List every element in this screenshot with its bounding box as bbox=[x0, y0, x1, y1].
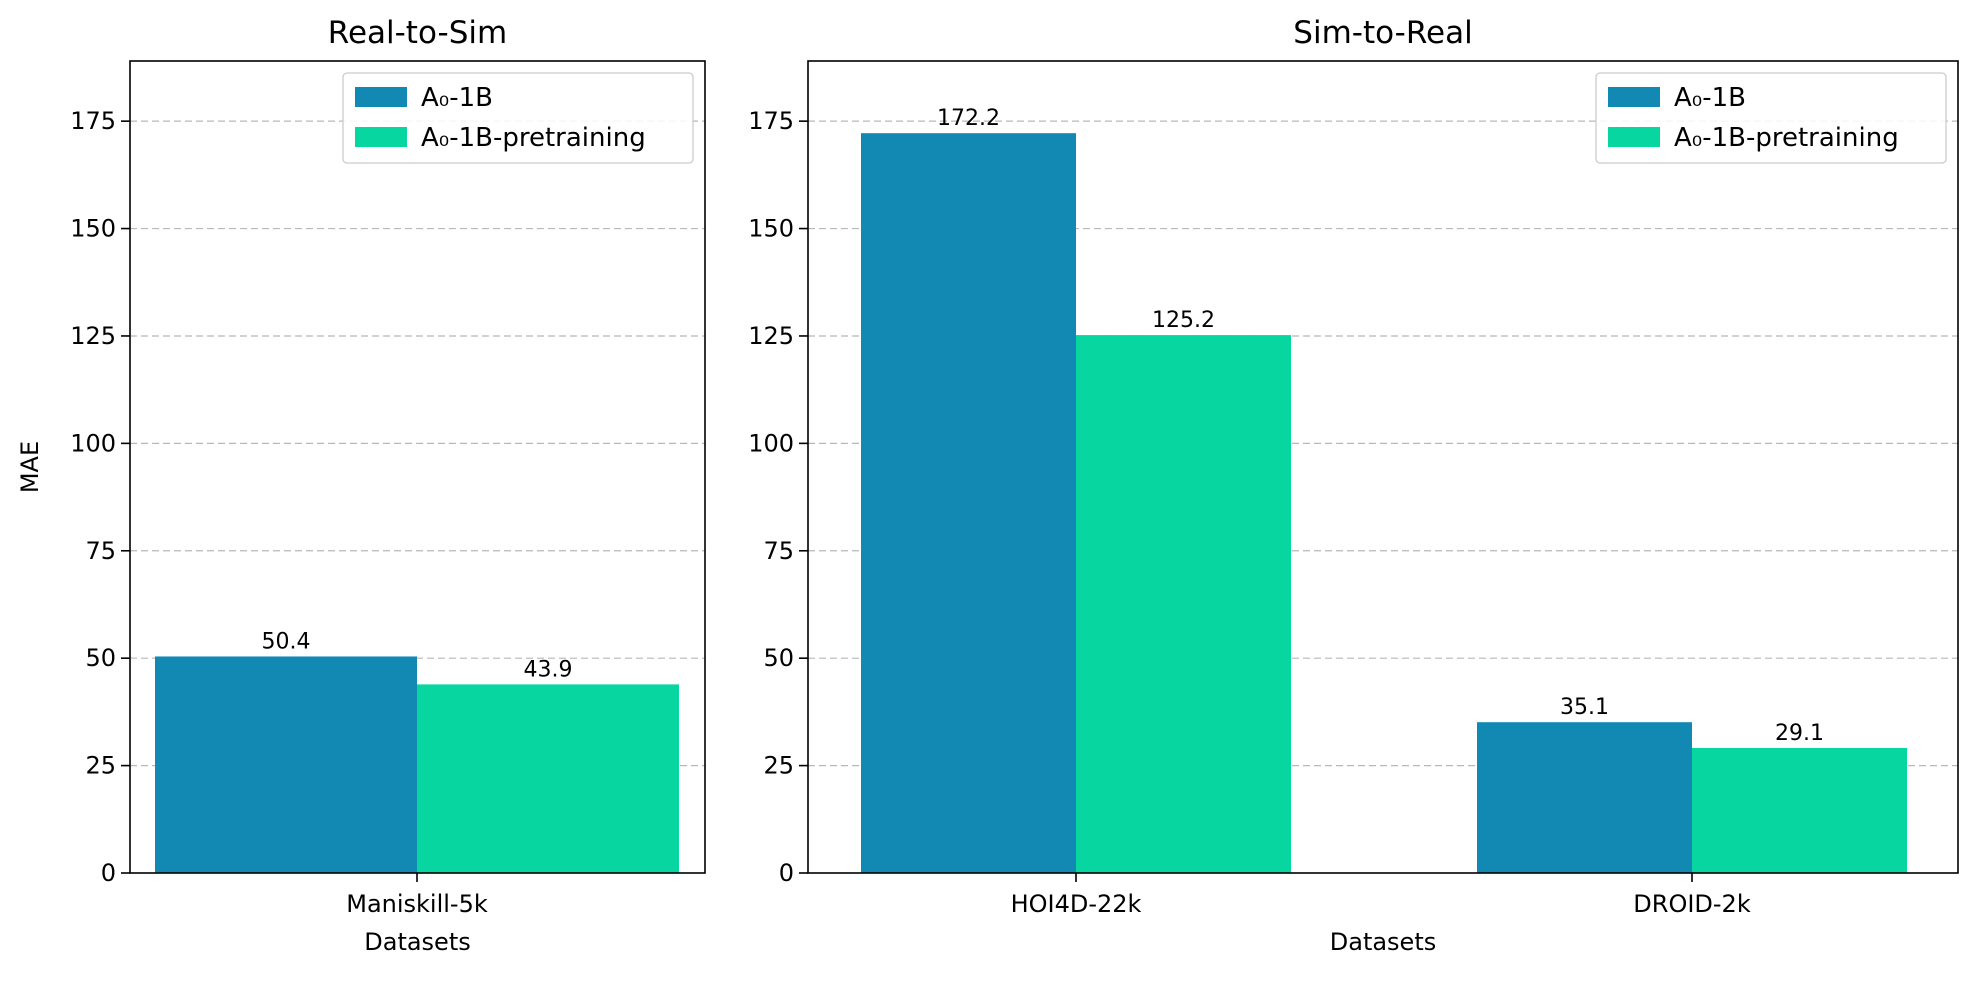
legend-swatch bbox=[355, 127, 407, 147]
bar-value-label: 43.9 bbox=[524, 657, 573, 682]
bar-value-label: 172.2 bbox=[937, 106, 1000, 131]
legend-box bbox=[342, 72, 694, 164]
legend-box bbox=[1595, 72, 1947, 164]
y-tick-label: 25 bbox=[85, 752, 116, 780]
bar-value-label: 29.1 bbox=[1775, 721, 1824, 746]
y-tick-label: 125 bbox=[70, 322, 116, 350]
plot-frame bbox=[807, 60, 1959, 874]
y-tick-label: 50 bbox=[763, 644, 794, 672]
y-tick-label: 25 bbox=[763, 752, 794, 780]
y-tick-label: 175 bbox=[748, 107, 794, 135]
y-tick-label: 75 bbox=[85, 537, 116, 565]
bar-a-1b-pretraining bbox=[1076, 335, 1291, 873]
bar-value-label: 35.1 bbox=[1560, 695, 1609, 720]
bar-a-1b-pretraining bbox=[1692, 747, 1907, 873]
y-tick-label: 50 bbox=[85, 644, 116, 672]
x-axis-label: Datasets bbox=[1330, 928, 1437, 956]
legend-swatch bbox=[1608, 87, 1660, 107]
legend-label: A₀-1B-pretraining bbox=[421, 123, 646, 153]
bar-a-1b bbox=[1477, 722, 1692, 873]
y-tick-label: 0 bbox=[779, 859, 794, 887]
legend-swatch bbox=[1608, 127, 1660, 147]
chart-title: Real-to-Sim bbox=[328, 15, 507, 51]
legend-label: A₀-1B bbox=[421, 83, 493, 113]
y-tick-label: 75 bbox=[763, 537, 794, 565]
legend-label: A₀-1B bbox=[1674, 83, 1746, 113]
y-tick-label: 0 bbox=[101, 859, 116, 887]
bar-a-1b bbox=[861, 133, 1076, 873]
y-tick-label: 125 bbox=[748, 322, 794, 350]
legend-swatch bbox=[355, 87, 407, 107]
y-tick-label: 100 bbox=[70, 429, 116, 457]
chart-title: Sim-to-Real bbox=[1293, 15, 1472, 51]
bar-value-label: 125.2 bbox=[1152, 308, 1215, 333]
bar-a-1b-pretraining bbox=[417, 684, 679, 873]
bar-value-label: 50.4 bbox=[262, 629, 311, 654]
y-tick-label: 150 bbox=[748, 215, 794, 243]
x-axis-label: Datasets bbox=[364, 928, 471, 956]
y-tick-label: 150 bbox=[70, 215, 116, 243]
y-tick-label: 100 bbox=[748, 429, 794, 457]
y-tick-label: 175 bbox=[70, 107, 116, 135]
y-axis-label: MAE bbox=[16, 441, 44, 493]
x-tick-label: Maniskill-5k bbox=[346, 890, 488, 918]
legend-label: A₀-1B-pretraining bbox=[1674, 123, 1899, 153]
bar-a-1b bbox=[155, 656, 417, 873]
x-tick-label: DROID-2k bbox=[1633, 890, 1751, 918]
x-tick-label: HOI4D-22k bbox=[1011, 890, 1142, 918]
